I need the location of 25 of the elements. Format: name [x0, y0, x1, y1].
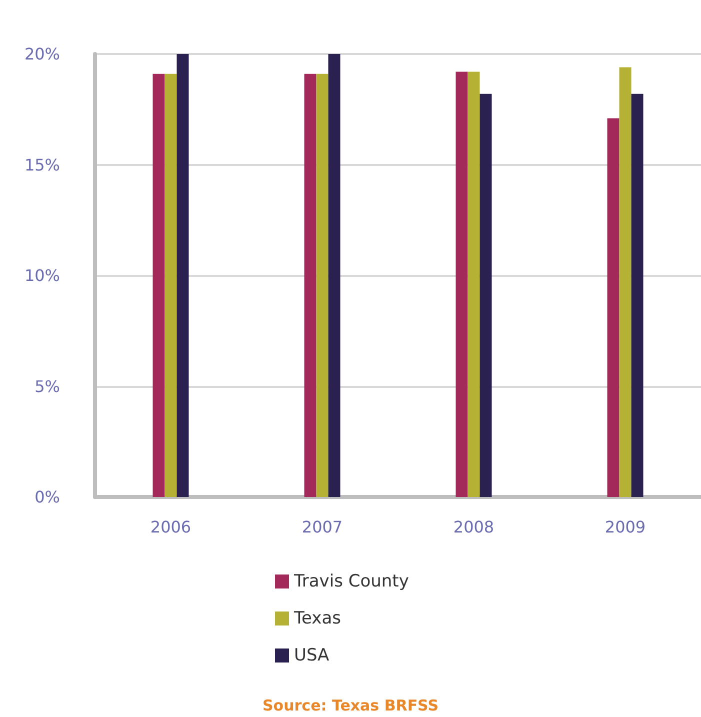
bar: [468, 72, 480, 497]
y-tick-label: 5%: [34, 376, 60, 396]
source-note: Source: Texas BRFSS: [262, 696, 438, 714]
bar: [316, 74, 328, 497]
bar: [456, 72, 468, 497]
y-tick-label: 20%: [24, 44, 60, 64]
legend-label: USA: [294, 646, 330, 666]
x-tick-label: 2007: [302, 518, 343, 536]
x-tick-label: 2006: [150, 518, 192, 536]
x-tick-label: 2009: [604, 518, 646, 536]
bar: [619, 67, 632, 497]
bar: [480, 94, 492, 497]
x-tick-label: 2008: [453, 518, 494, 536]
bar: [152, 74, 165, 497]
y-tick-label: 10%: [24, 266, 60, 285]
bar: [328, 54, 340, 497]
bar: [607, 118, 620, 497]
y-tick-label: 0%: [34, 488, 60, 506]
y-tick-label: 15%: [24, 155, 60, 174]
legend-label: Texas: [293, 608, 342, 628]
legend-label: Travis County: [293, 572, 409, 592]
bar: [164, 74, 177, 497]
bar: [631, 94, 644, 497]
bar: [304, 74, 316, 497]
bar: [176, 54, 189, 497]
